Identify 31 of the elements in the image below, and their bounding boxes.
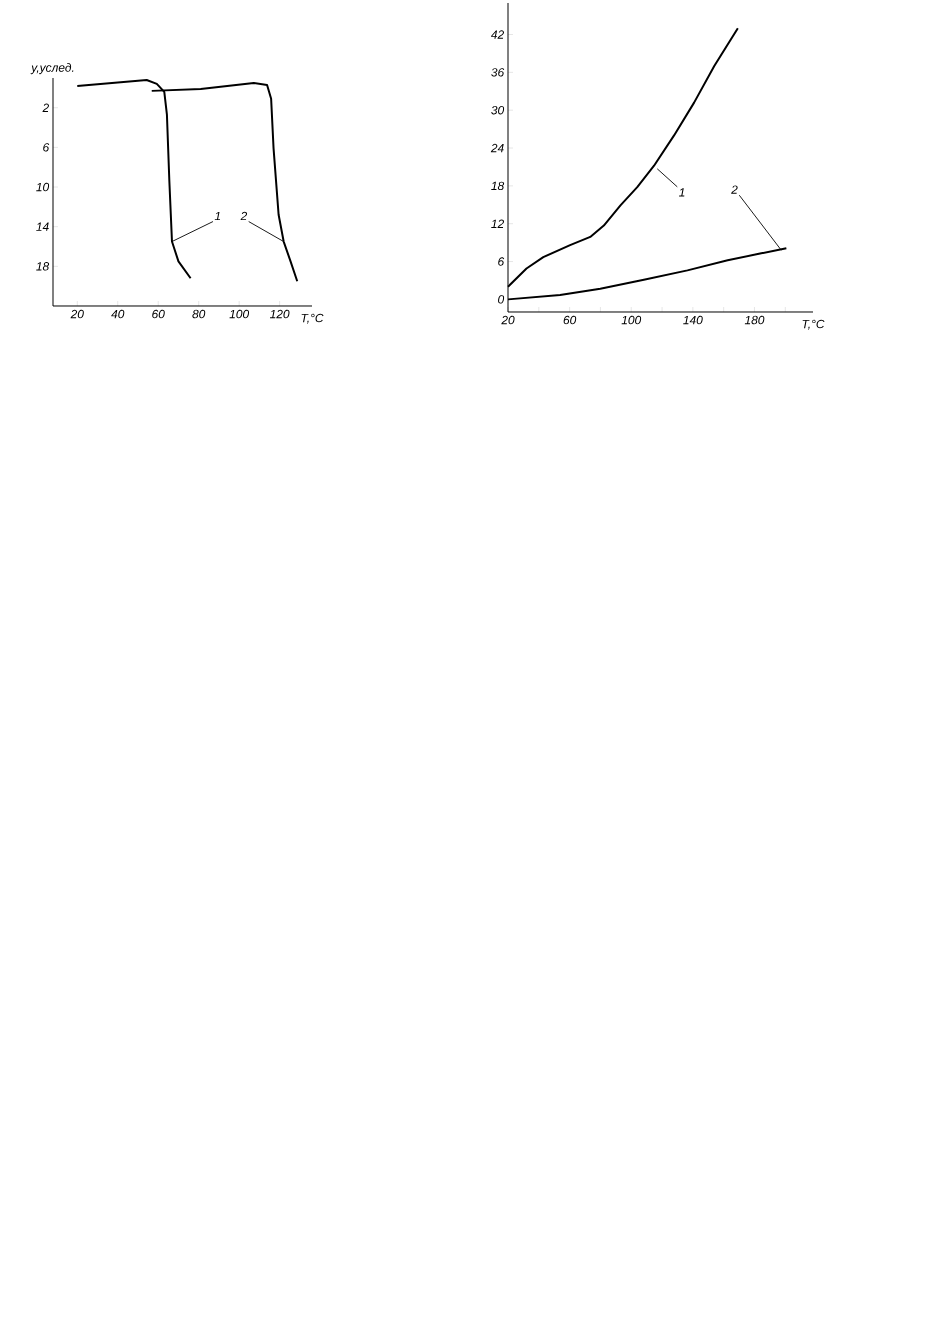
- annotation: 2: [240, 211, 248, 221]
- x-tick-label: 20: [70, 309, 84, 319]
- x-tick-label: 100: [621, 315, 642, 325]
- y-tick-label: 2: [42, 103, 49, 112]
- x-axis-title: T,°C: [301, 313, 324, 324]
- x-axis-title: T,°C: [802, 319, 825, 330]
- y-tick-label: 0: [498, 295, 505, 304]
- y-tick-label: 14: [36, 222, 49, 231]
- x-tick-label: 100: [229, 309, 250, 319]
- y-tick-label: 12: [491, 219, 504, 228]
- x-tick-label: 80: [192, 309, 206, 319]
- x-tick-label: 120: [269, 309, 290, 319]
- annotation: 2: [731, 185, 738, 194]
- y-tick-label: 24: [490, 143, 504, 153]
- y-tick-label: 18: [491, 181, 505, 191]
- x-tick-label: 40: [111, 309, 125, 319]
- y-tick-label: 6: [43, 143, 50, 152]
- y-tick-label: 30: [491, 105, 505, 115]
- y-tick-label: 18: [36, 262, 50, 271]
- y-tick-label: 10: [36, 182, 50, 192]
- annotation: 1: [214, 211, 221, 221]
- y-axis-title: y,услед.: [30, 63, 74, 75]
- y-tick-label: 36: [491, 68, 505, 77]
- y-tick-label: 42: [490, 30, 504, 39]
- x-tick-label: 60: [563, 315, 577, 325]
- x-tick-label: 180: [744, 315, 765, 325]
- x-tick-label: 20: [501, 315, 515, 325]
- annotation: 1: [679, 188, 685, 197]
- x-tick-label: 60: [152, 309, 165, 319]
- y-tick-label: 6: [498, 257, 505, 266]
- x-tick-label: 140: [683, 315, 703, 325]
